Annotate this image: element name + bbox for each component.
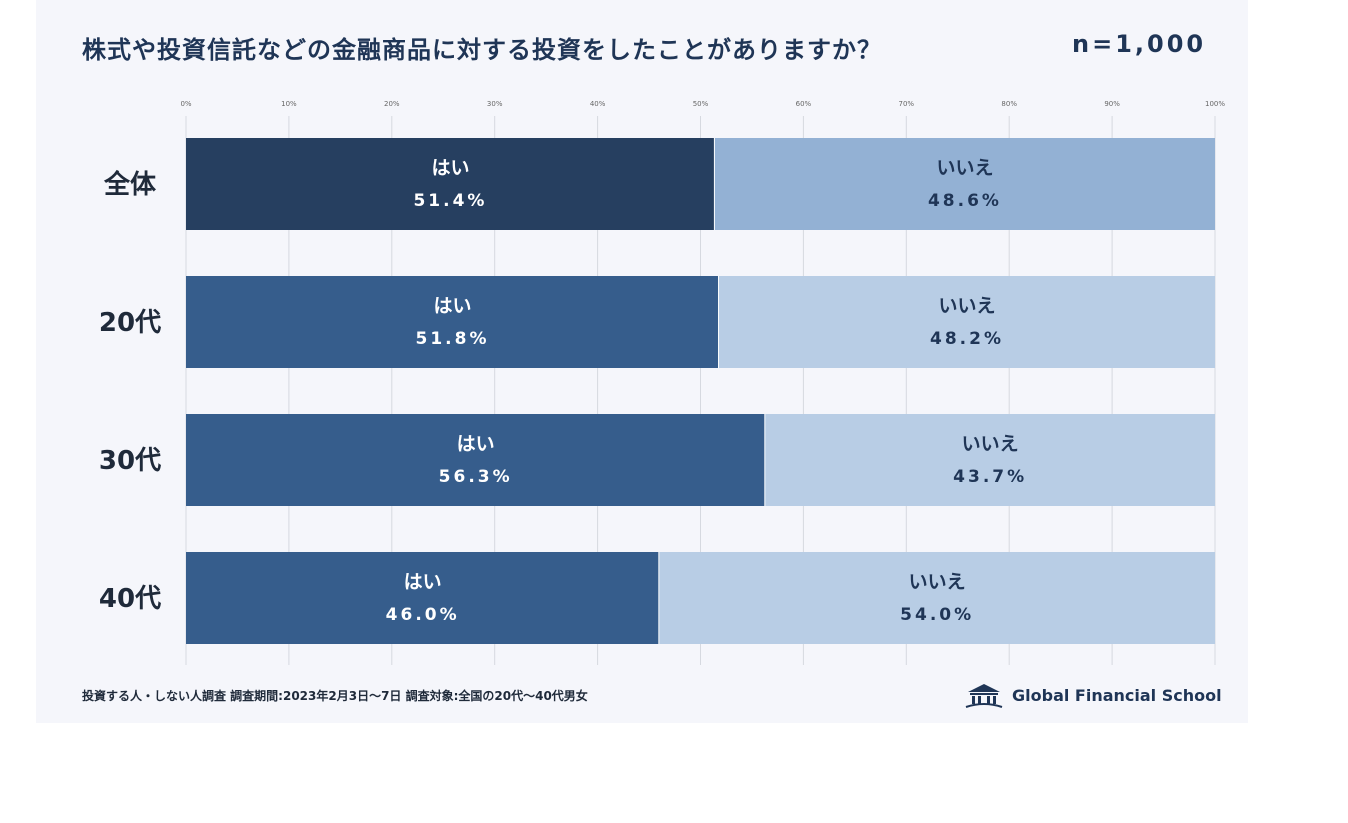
tick-label: 70%	[899, 100, 915, 108]
segment-name: いいえ	[962, 433, 1019, 455]
tick-label: 80%	[1001, 100, 1017, 108]
segment-name: いいえ	[939, 295, 996, 317]
bar-no	[659, 552, 1215, 644]
segment-name: はい	[404, 571, 442, 593]
chart-title: 株式や投資信託などの金融商品に対する投資をしたことがありますか？	[82, 36, 882, 64]
tick-label: 10%	[281, 100, 297, 108]
sample-size: n=1,000	[1072, 30, 1207, 58]
category-label: 40代	[99, 584, 161, 614]
x-axis-ticks: 0% 10% 20% 30% 40% 50% 60% 70% 80% 90% 100%	[180, 100, 1225, 108]
category-label: 全体	[103, 169, 157, 200]
segment-name: はい	[457, 433, 495, 455]
segment-value: 56.3%	[439, 467, 513, 487]
bar-yes	[186, 552, 660, 644]
segment-name: いいえ	[936, 157, 993, 179]
bars: はい 51.4% いいえ 48.6% はい 51.8% いいえ 48.2% はい 56.3% いいえ…	[186, 138, 1215, 644]
bar-yes	[186, 276, 720, 368]
tick-label: 30%	[487, 100, 503, 108]
brand-name: Global Financial School	[1012, 685, 1222, 705]
bar-no	[765, 414, 1215, 506]
tick-label: 0%	[180, 100, 191, 108]
segment-name: いいえ	[909, 571, 966, 593]
tick-label: 20%	[384, 100, 400, 108]
bar-yes	[186, 414, 766, 506]
tick-label: 60%	[796, 100, 812, 108]
bar-yes	[186, 138, 715, 230]
segment-value: 48.6%	[928, 191, 1002, 211]
segment-value: 46.0%	[386, 605, 460, 625]
segment-value: 51.4%	[413, 191, 487, 211]
tick-label: 100%	[1205, 100, 1225, 108]
category-label: 30代	[99, 446, 161, 476]
segment-value: 54.0%	[900, 605, 974, 625]
category-labels: 全体 20代 30代 40代	[99, 169, 161, 614]
segment-value: 48.2%	[930, 329, 1004, 349]
segment-value: 43.7%	[953, 467, 1027, 487]
segment-name: はい	[434, 295, 472, 317]
tick-label: 50%	[693, 100, 709, 108]
survey-note: 投資する人・しない人調査 調査期間:2023年2月3日〜7日 調査対象:全国の2…	[82, 689, 588, 703]
category-label: 20代	[99, 308, 161, 338]
brand-logo: Global Financial School	[964, 681, 1222, 709]
segment-name: はい	[431, 157, 469, 179]
tick-label: 40%	[590, 100, 606, 108]
bar-no	[719, 276, 1215, 368]
school-building-icon	[965, 684, 1003, 708]
bar-no	[714, 138, 1215, 230]
tick-label: 90%	[1104, 100, 1120, 108]
segment-value: 51.8%	[416, 329, 490, 349]
